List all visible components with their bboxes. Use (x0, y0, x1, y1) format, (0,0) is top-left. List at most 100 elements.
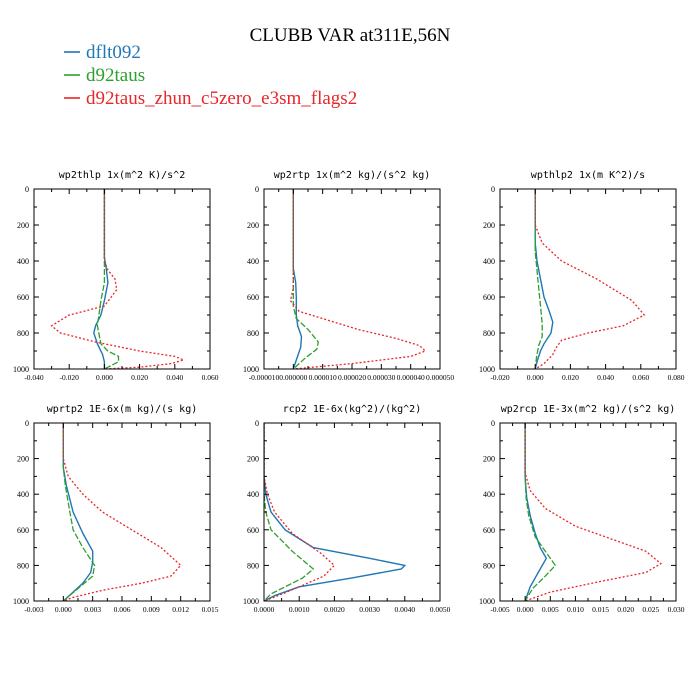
x-tick-label-4-4: 0.0040 (394, 605, 415, 614)
plot-frame-3 (33, 422, 211, 602)
x-tick-label-5-2: 0.005 (542, 605, 559, 614)
y-tick-label-4-2: 400 (247, 490, 259, 499)
y-tick-label-5-4: 800 (483, 561, 495, 570)
legend-label-2: d92taus_zhun_c5zero_e3sm_flags2 (86, 88, 357, 109)
series-line-0-1 (96, 189, 120, 369)
x-tick-label-1-4: 0.000030 (367, 373, 395, 382)
y-tick-label-3-1: 200 (17, 455, 29, 464)
y-tick-label-2-0: 0 (491, 185, 495, 194)
panel-title-1: wp2rtp 1x(m^2 kg)/(s^2 kg) (274, 170, 431, 181)
plot-frame-0 (33, 188, 211, 370)
y-tick-label-2-3: 600 (483, 293, 495, 302)
series-line-0-2 (50, 189, 186, 369)
y-tick-label-3-3: 600 (17, 526, 29, 535)
x-tick-label-0-5: 0.060 (202, 373, 219, 382)
x-tick-label-2-4: 0.060 (632, 373, 649, 382)
y-tick-label-3-4: 800 (17, 561, 29, 570)
x-tick-label-3-5: 0.012 (172, 605, 189, 614)
y-tick-label-2-5: 1000 (479, 365, 495, 374)
plot-frame-1 (263, 188, 441, 370)
x-tick-label-1-1: 0.000000 (279, 373, 307, 382)
x-tick-label-5-6: 0.025 (642, 605, 659, 614)
series-line-1-2 (289, 189, 427, 369)
x-tick-label-0-1: -0.020 (60, 373, 80, 382)
x-tick-label-4-2: 0.0020 (324, 605, 345, 614)
panel-4: rcp2 1E-6x(kg^2)/(kg^2) 0 200 400 600 800 1000… (243, 404, 451, 614)
y-tick-label-0-5: 1000 (13, 365, 29, 374)
y-tick-label-4-0: 0 (255, 419, 259, 428)
panel-0: wp2thlp 1x(m^2 K)/s^202004006008001000-0… (13, 170, 219, 382)
x-tick-label-1-0: -0.000010 (249, 373, 280, 382)
x-tick-label-3-0: -0.003 (24, 605, 44, 614)
y-tick-label-4-1: 200 (247, 455, 259, 464)
y-tick-label-5-3: 600 (483, 526, 495, 535)
panels: wp2thlp 1x(m^2 K)/s^202004006008001000-0… (13, 170, 685, 614)
y-tick-label-0-2: 400 (17, 257, 29, 266)
x-tick-label-3-2: 0.003 (84, 605, 101, 614)
panel-title-3: wprtp2 1E-6x(m kg)/(s kg) (47, 404, 198, 415)
x-tick-label-3-3: 0.006 (114, 605, 131, 614)
panel-1: wp2rtp 1x(m^2 kg)/(s^2 kg) 0 200 400 600 800 1… (243, 170, 454, 382)
x-tick-label-1-3: 0.000020 (338, 373, 366, 382)
panel-title-5: wp2rcp 1E-3x(m^2 kg)/(s^2 kg) (501, 404, 676, 415)
legend-label-1: d92taus (86, 65, 145, 86)
y-tick-label-1-0: 0 (255, 185, 259, 194)
x-tick-label-0-0: -0.040 (24, 373, 44, 382)
x-tick-label-5-1: 0.000 (517, 605, 534, 614)
x-tick-label-1-6: 0.000050 (426, 373, 454, 382)
x-tick-label-4-5: 0.0050 (430, 605, 451, 614)
x-tick-label-4-0: 0.0000 (254, 605, 275, 614)
panel-3: wprtp2 1E-6x(m kg)/(s kg) 0 200 400 600 800 10… (13, 404, 219, 614)
y-tick-label-3-0: 0 (25, 419, 29, 428)
x-tick-label-4-3: 0.0030 (359, 605, 380, 614)
series-line-1-0 (292, 189, 303, 369)
y-tick-label-5-5: 1000 (479, 597, 495, 606)
x-tick-label-1-2: 0.000010 (309, 373, 337, 382)
y-tick-label-0-4: 800 (17, 329, 29, 338)
y-tick-label-4-3: 600 (247, 526, 259, 535)
panel-5: wp2rcp 1E-3x(m^2 kg)/(s^2 kg) 0 200 400 600 8… (479, 404, 685, 614)
x-tick-label-4-1: 0.0010 (289, 605, 310, 614)
plot-frame-4 (263, 422, 441, 602)
legend: dflt092d92tausd92taus_zhun_c5zero_e3sm_f… (64, 42, 357, 109)
x-tick-label-2-3: 0.040 (597, 373, 614, 382)
y-tick-label-3-2: 400 (17, 490, 29, 499)
panel-title-2: wpthlp2 1x(m K^2)/s (531, 170, 645, 181)
x-tick-label-5-7: 0.030 (668, 605, 685, 614)
series-line-4-0 (264, 423, 407, 601)
y-tick-label-1-3: 600 (247, 293, 259, 302)
series-line-5-2 (524, 423, 663, 601)
y-tick-label-1-2: 400 (247, 257, 259, 266)
y-tick-label-5-0: 0 (491, 419, 495, 428)
x-tick-label-5-4: 0.015 (592, 605, 609, 614)
y-tick-label-2-4: 800 (483, 329, 495, 338)
series-line-2-1 (534, 189, 543, 369)
y-tick-label-5-2: 400 (483, 490, 495, 499)
x-tick-label-0-2: 0.000 (96, 373, 113, 382)
x-tick-label-1-5: 0.000040 (397, 373, 425, 382)
y-tick-label-1-5: 1000 (243, 365, 259, 374)
panel-title-4: rcp2 1E-6x(kg^2)/(kg^2) (283, 404, 421, 415)
series-line-2-2 (534, 189, 646, 369)
series-line-3-2 (62, 423, 182, 601)
series-line-5-1 (524, 423, 557, 601)
x-tick-label-3-1: 0.000 (55, 605, 72, 614)
x-tick-label-0-3: 0.020 (131, 373, 148, 382)
series-line-0-0 (93, 189, 109, 369)
panel-2: wpthlp2 1x(m K^2)/s 0 200 400 600 800 1000-0.0… (479, 170, 685, 382)
y-tick-label-4-5: 1000 (243, 597, 259, 606)
x-tick-label-0-4: 0.040 (166, 373, 183, 382)
y-tick-label-3-5: 1000 (13, 597, 29, 606)
y-tick-label-0-0: 0 (25, 185, 29, 194)
x-tick-label-2-5: 0.080 (668, 373, 685, 382)
y-tick-label-4-4: 800 (247, 561, 259, 570)
y-tick-label-0-3: 600 (17, 293, 29, 302)
plot-frame-5 (499, 422, 677, 602)
x-tick-label-5-3: 0.010 (567, 605, 584, 614)
series-line-2-0 (534, 189, 554, 369)
y-tick-label-0-1: 200 (17, 221, 29, 230)
x-tick-label-3-6: 0.015 (202, 605, 219, 614)
x-tick-label-2-2: 0.020 (562, 373, 579, 382)
y-tick-label-2-2: 400 (483, 257, 495, 266)
series-line-3-0 (62, 423, 94, 601)
